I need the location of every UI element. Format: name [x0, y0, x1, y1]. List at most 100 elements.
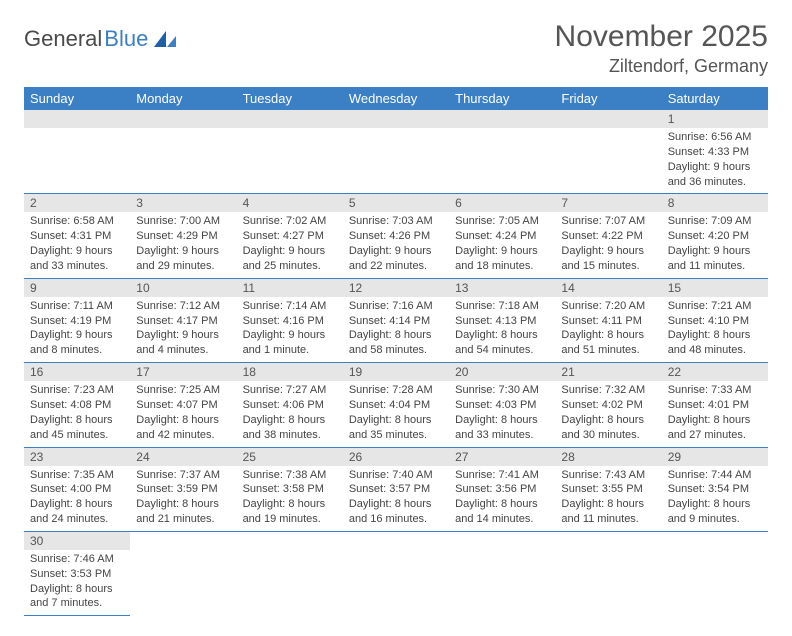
daylight-text: Daylight: 9 hours and 36 minutes.	[668, 160, 762, 190]
day-detail-row: Sunrise: 7:46 AMSunset: 3:53 PMDaylight:…	[24, 550, 768, 616]
sunset-text: Sunset: 4:01 PM	[668, 398, 762, 413]
day-detail-cell: Sunrise: 7:35 AMSunset: 4:00 PMDaylight:…	[24, 466, 130, 532]
sunset-text: Sunset: 4:14 PM	[349, 314, 443, 329]
day-number-cell: 27	[449, 447, 555, 466]
sunrise-text: Sunrise: 6:56 AM	[668, 130, 762, 145]
day-number-cell	[24, 110, 130, 128]
day-detail-cell	[555, 550, 661, 616]
sunset-text: Sunset: 3:59 PM	[136, 482, 230, 497]
day-number-cell: 9	[24, 278, 130, 297]
sunrise-text: Sunrise: 7:46 AM	[30, 552, 124, 567]
day-number-cell	[555, 110, 661, 128]
day-detail-cell: Sunrise: 7:27 AMSunset: 4:06 PMDaylight:…	[237, 381, 343, 447]
sunrise-text: Sunrise: 7:09 AM	[668, 214, 762, 229]
weekday-header: Friday	[555, 87, 661, 110]
sunset-text: Sunset: 4:10 PM	[668, 314, 762, 329]
day-detail-cell	[130, 128, 236, 194]
day-detail-cell: Sunrise: 7:44 AMSunset: 3:54 PMDaylight:…	[662, 466, 768, 532]
day-number-cell: 25	[237, 447, 343, 466]
weekday-header: Monday	[130, 87, 236, 110]
day-detail-cell	[24, 128, 130, 194]
sunrise-text: Sunrise: 7:41 AM	[455, 468, 549, 483]
sunrise-text: Sunrise: 7:43 AM	[561, 468, 655, 483]
day-detail-cell	[130, 550, 236, 616]
location: Ziltendorf, Germany	[555, 56, 768, 77]
sunrise-text: Sunrise: 7:37 AM	[136, 468, 230, 483]
sunrise-text: Sunrise: 7:32 AM	[561, 383, 655, 398]
daylight-text: Daylight: 9 hours and 18 minutes.	[455, 244, 549, 274]
sunset-text: Sunset: 4:24 PM	[455, 229, 549, 244]
sunrise-text: Sunrise: 7:23 AM	[30, 383, 124, 398]
header: GeneralBlue November 2025 Ziltendorf, Ge…	[24, 20, 768, 77]
weekday-header: Wednesday	[343, 87, 449, 110]
sunset-text: Sunset: 4:20 PM	[668, 229, 762, 244]
sunset-text: Sunset: 4:19 PM	[30, 314, 124, 329]
day-detail-cell	[555, 128, 661, 194]
day-detail-cell	[237, 128, 343, 194]
day-number-cell: 8	[662, 194, 768, 213]
sunset-text: Sunset: 4:08 PM	[30, 398, 124, 413]
sunrise-text: Sunrise: 7:33 AM	[668, 383, 762, 398]
daylight-text: Daylight: 8 hours and 14 minutes.	[455, 497, 549, 527]
day-detail-row: Sunrise: 7:35 AMSunset: 4:00 PMDaylight:…	[24, 466, 768, 532]
day-number-cell: 23	[24, 447, 130, 466]
day-number-cell: 22	[662, 363, 768, 382]
day-detail-cell: Sunrise: 7:40 AMSunset: 3:57 PMDaylight:…	[343, 466, 449, 532]
daylight-text: Daylight: 8 hours and 24 minutes.	[30, 497, 124, 527]
sunrise-text: Sunrise: 7:35 AM	[30, 468, 124, 483]
daylight-text: Daylight: 8 hours and 38 minutes.	[243, 413, 337, 443]
day-number-cell: 26	[343, 447, 449, 466]
day-detail-cell: Sunrise: 7:37 AMSunset: 3:59 PMDaylight:…	[130, 466, 236, 532]
day-detail-cell	[343, 128, 449, 194]
daylight-text: Daylight: 8 hours and 33 minutes.	[455, 413, 549, 443]
day-number-cell: 10	[130, 278, 236, 297]
sunrise-text: Sunrise: 7:14 AM	[243, 299, 337, 314]
sunset-text: Sunset: 3:56 PM	[455, 482, 549, 497]
logo-text-blue: Blue	[104, 26, 148, 52]
day-detail-cell	[237, 550, 343, 616]
sunset-text: Sunset: 4:00 PM	[30, 482, 124, 497]
sunset-text: Sunset: 4:06 PM	[243, 398, 337, 413]
day-detail-cell: Sunrise: 7:07 AMSunset: 4:22 PMDaylight:…	[555, 212, 661, 278]
sunrise-text: Sunrise: 7:40 AM	[349, 468, 443, 483]
daylight-text: Daylight: 8 hours and 54 minutes.	[455, 328, 549, 358]
day-detail-cell: Sunrise: 6:58 AMSunset: 4:31 PMDaylight:…	[24, 212, 130, 278]
daylight-text: Daylight: 8 hours and 7 minutes.	[30, 582, 124, 612]
day-number-cell: 11	[237, 278, 343, 297]
sunset-text: Sunset: 4:31 PM	[30, 229, 124, 244]
day-detail-cell: Sunrise: 7:18 AMSunset: 4:13 PMDaylight:…	[449, 297, 555, 363]
sunset-text: Sunset: 4:22 PM	[561, 229, 655, 244]
day-detail-cell: Sunrise: 7:05 AMSunset: 4:24 PMDaylight:…	[449, 212, 555, 278]
daylight-text: Daylight: 8 hours and 35 minutes.	[349, 413, 443, 443]
sunrise-text: Sunrise: 7:18 AM	[455, 299, 549, 314]
sunrise-text: Sunrise: 7:38 AM	[243, 468, 337, 483]
sunset-text: Sunset: 4:33 PM	[668, 145, 762, 160]
weekday-header: Thursday	[449, 87, 555, 110]
sunrise-text: Sunrise: 7:16 AM	[349, 299, 443, 314]
daylight-text: Daylight: 9 hours and 4 minutes.	[136, 328, 230, 358]
daylight-text: Daylight: 8 hours and 11 minutes.	[561, 497, 655, 527]
sunrise-text: Sunrise: 7:20 AM	[561, 299, 655, 314]
day-number-row: 23242526272829	[24, 447, 768, 466]
day-detail-cell	[662, 550, 768, 616]
day-number-cell	[343, 531, 449, 550]
sunset-text: Sunset: 3:53 PM	[30, 567, 124, 582]
sunset-text: Sunset: 4:07 PM	[136, 398, 230, 413]
sunset-text: Sunset: 4:29 PM	[136, 229, 230, 244]
day-number-cell: 18	[237, 363, 343, 382]
sunrise-text: Sunrise: 7:21 AM	[668, 299, 762, 314]
day-number-row: 9101112131415	[24, 278, 768, 297]
day-detail-cell	[343, 550, 449, 616]
weekday-header: Saturday	[662, 87, 768, 110]
day-number-cell: 7	[555, 194, 661, 213]
day-number-cell	[662, 531, 768, 550]
daylight-text: Daylight: 9 hours and 33 minutes.	[30, 244, 124, 274]
sunrise-text: Sunrise: 7:44 AM	[668, 468, 762, 483]
day-number-cell: 30	[24, 531, 130, 550]
day-detail-cell: Sunrise: 6:56 AMSunset: 4:33 PMDaylight:…	[662, 128, 768, 194]
day-number-cell: 29	[662, 447, 768, 466]
day-number-cell: 12	[343, 278, 449, 297]
day-number-cell	[343, 110, 449, 128]
sunrise-text: Sunrise: 7:28 AM	[349, 383, 443, 398]
day-detail-cell: Sunrise: 7:43 AMSunset: 3:55 PMDaylight:…	[555, 466, 661, 532]
